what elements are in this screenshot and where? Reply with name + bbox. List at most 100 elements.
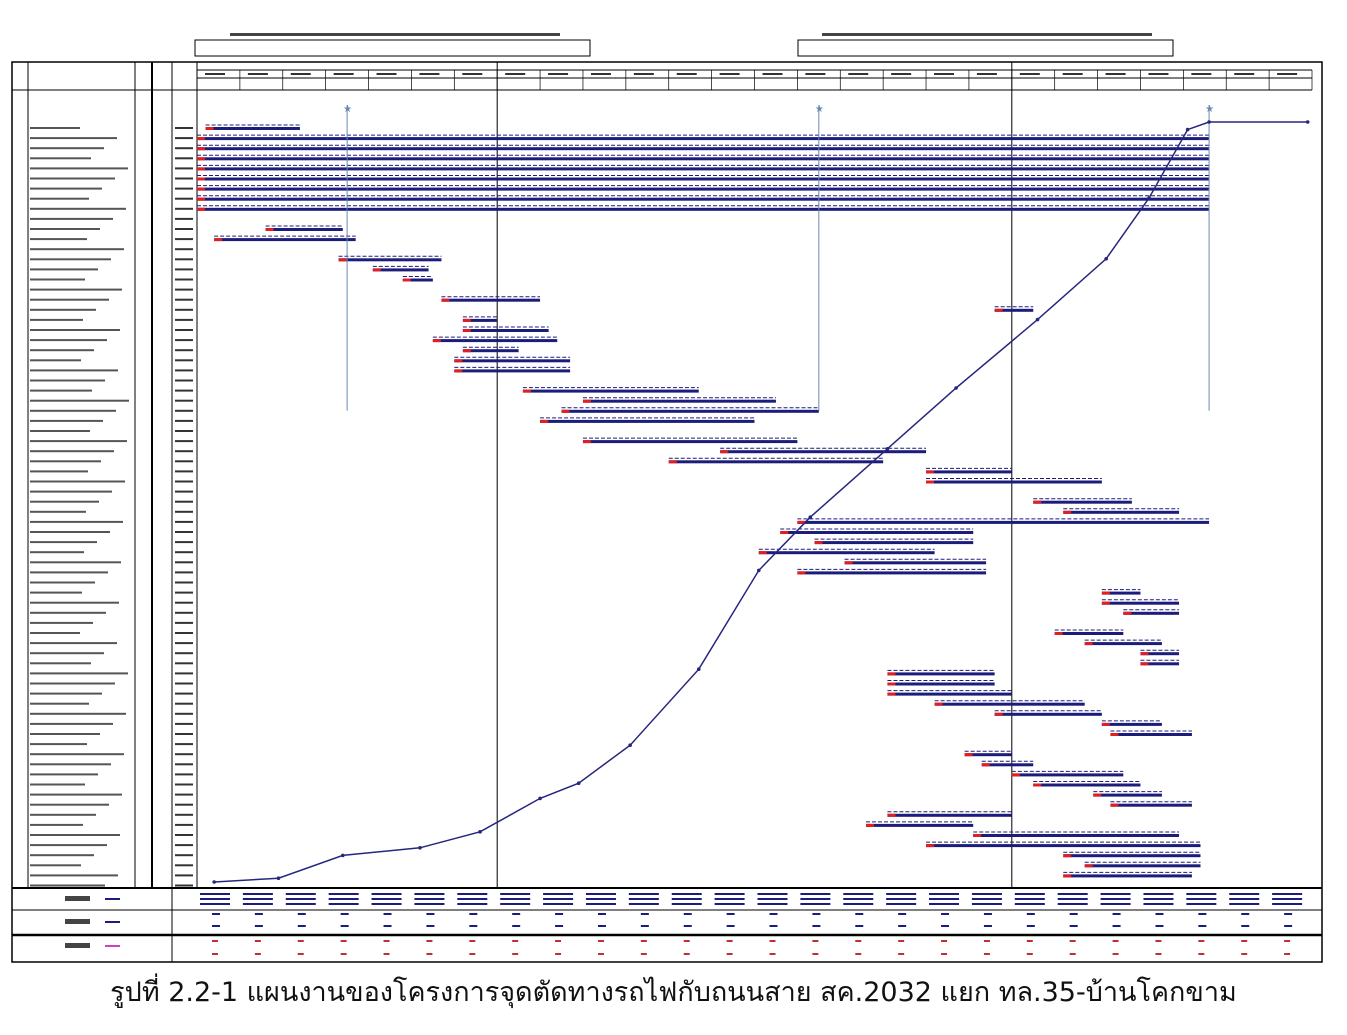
task-start-marker xyxy=(797,571,806,575)
task-weight-block xyxy=(175,813,193,816)
footer-value-block xyxy=(457,903,488,905)
task-start-marker xyxy=(797,520,806,524)
footer-value-block xyxy=(212,913,220,915)
footer-value-block xyxy=(426,953,433,955)
footer-value-block xyxy=(297,925,306,927)
task-bar xyxy=(1093,793,1162,797)
task-name-block xyxy=(30,207,126,210)
task-name-block xyxy=(30,470,88,473)
task-start-marker xyxy=(720,450,729,454)
footer-value-block xyxy=(1014,893,1045,895)
month-label-block xyxy=(333,73,354,75)
footer-value-block xyxy=(469,913,478,915)
task-start-marker xyxy=(197,177,205,181)
footer-value-block xyxy=(683,940,690,942)
task-name-block xyxy=(30,591,82,594)
task-name-block xyxy=(30,177,115,180)
task-bar xyxy=(926,470,1012,474)
footer-value-block xyxy=(812,953,819,955)
task-weight-block xyxy=(175,803,193,806)
task-bar xyxy=(887,682,995,686)
task-name-block xyxy=(30,228,100,230)
task-name-block xyxy=(30,763,111,766)
s-curve-point xyxy=(576,781,581,785)
task-bar xyxy=(402,278,433,282)
footer-value-block xyxy=(555,925,564,927)
footer-value-block xyxy=(340,925,349,927)
footer-value-block xyxy=(254,940,261,942)
task-weight-block xyxy=(175,581,193,584)
task-weight-block xyxy=(175,652,193,655)
footer-value-block xyxy=(469,953,476,955)
task-start-marker xyxy=(1063,874,1072,878)
footer-value-block xyxy=(929,903,960,905)
footer-value-block xyxy=(1069,925,1078,927)
task-start-marker xyxy=(540,419,549,423)
task-bar xyxy=(1101,722,1162,726)
footer-value-block xyxy=(200,903,230,905)
task-name-block xyxy=(30,187,102,190)
task-name-block xyxy=(30,531,110,533)
task-name-block xyxy=(30,217,113,220)
footer-value-block xyxy=(855,953,862,955)
footer-value-block xyxy=(898,925,907,927)
task-name-block xyxy=(30,480,125,483)
task-start-marker xyxy=(1110,803,1119,807)
footer-value-block xyxy=(414,893,445,895)
month-label-block xyxy=(805,73,826,75)
footer-value-block xyxy=(1100,893,1131,895)
footer-value-block xyxy=(769,940,776,942)
footer-value-block xyxy=(726,925,735,927)
task-weight-block xyxy=(175,298,193,301)
footer-value-block xyxy=(254,913,263,915)
task-bar xyxy=(522,389,699,393)
task-bar xyxy=(540,419,755,423)
task-bar xyxy=(887,672,995,676)
s-curve-point xyxy=(696,667,701,671)
task-bar xyxy=(1123,611,1180,615)
month-label-block xyxy=(891,73,912,75)
footer-value-block xyxy=(671,893,702,895)
task-weight-block xyxy=(175,520,193,523)
task-start-marker xyxy=(758,551,767,555)
task-name-block xyxy=(30,238,87,241)
task-name-block xyxy=(30,642,117,645)
task-weight-block xyxy=(175,712,193,715)
task-start-marker xyxy=(1123,611,1132,615)
task-weight-block xyxy=(175,157,193,160)
task-start-marker xyxy=(1084,864,1093,868)
footer-value-block xyxy=(929,898,960,900)
task-bar xyxy=(1033,783,1141,787)
footer-value-block xyxy=(1229,893,1260,895)
task-bar xyxy=(1011,773,1124,777)
footer-value-block xyxy=(383,953,390,955)
month-label-block xyxy=(1234,73,1255,75)
task-weight-block xyxy=(175,854,193,857)
task-name-block xyxy=(30,611,106,614)
s-curve-point xyxy=(212,880,216,884)
task-weight-block xyxy=(175,389,193,392)
footer-value-block xyxy=(543,903,574,905)
footer-value-block xyxy=(886,903,917,905)
task-name-block xyxy=(30,692,102,695)
task-name-block xyxy=(30,278,85,281)
task-start-marker xyxy=(994,712,1003,716)
task-weight-block xyxy=(175,399,193,402)
month-label-block xyxy=(1062,73,1083,75)
task-weight-block xyxy=(175,167,193,170)
task-start-marker xyxy=(432,339,441,343)
task-name-block xyxy=(30,288,122,291)
task-start-marker xyxy=(522,389,531,393)
footer-value-block xyxy=(1284,940,1291,942)
task-name-block xyxy=(30,854,94,857)
footer-value-block xyxy=(683,913,692,915)
task-start-marker xyxy=(814,541,823,545)
footer-value-block xyxy=(855,925,864,927)
footer-value-block xyxy=(1112,953,1119,955)
header-title-box-left xyxy=(194,39,591,57)
task-name-block xyxy=(30,440,127,443)
task-weight-block xyxy=(175,591,193,594)
task-weight-block xyxy=(175,490,193,493)
footer-value-block xyxy=(242,903,273,905)
task-name-block xyxy=(30,884,105,887)
